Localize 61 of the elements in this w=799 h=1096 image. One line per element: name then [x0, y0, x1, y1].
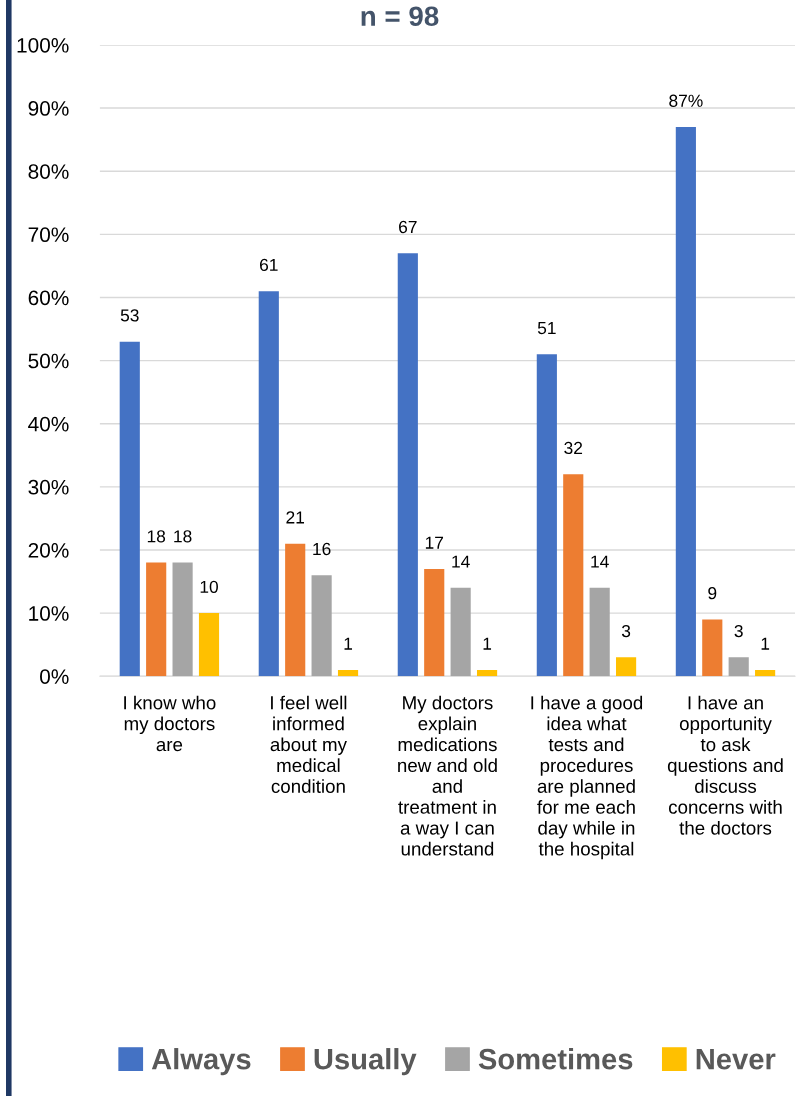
chart-title: n = 98	[361, 6, 439, 27]
bar	[397, 253, 418, 677]
bar	[119, 341, 140, 677]
bar	[198, 613, 220, 677]
bar	[589, 587, 610, 677]
data-label: 18	[174, 530, 192, 543]
bar	[536, 354, 557, 677]
bar	[337, 669, 359, 677]
data-label: 14	[591, 555, 609, 568]
bar	[258, 291, 279, 677]
bar	[450, 587, 471, 677]
data-label: 51	[537, 322, 556, 335]
bar	[563, 474, 584, 677]
bar	[675, 127, 696, 677]
bar	[476, 669, 498, 677]
data-label: 9	[708, 587, 717, 600]
data-label: 18	[147, 530, 166, 543]
legend-label: Never	[696, 1049, 776, 1070]
data-label: 17	[425, 536, 444, 549]
data-label: 1	[761, 637, 770, 650]
bar	[755, 669, 776, 677]
x-tick-label: I have a good idea what tests and procedures are planned for me each day while in the hospital	[531, 695, 643, 860]
y-tick-label: 40%	[28, 416, 69, 432]
data-label: 67	[399, 220, 417, 234]
data-label: 21	[286, 511, 305, 524]
x-tick-label: I feel well informed about my medical condition	[270, 695, 347, 793]
data-label: 1	[483, 637, 492, 650]
bar	[702, 619, 723, 677]
bar	[616, 657, 637, 677]
bar	[424, 568, 445, 677]
data-label: 3	[621, 624, 631, 638]
x-tick-label: I have an opportunity to ask questions and discuss concerns with the doctors	[667, 695, 783, 835]
legend-label: Usually	[314, 1048, 417, 1076]
y-tick-label: 90%	[28, 101, 69, 116]
legend-label: Always	[151, 1048, 251, 1076]
y-tick-label: 0%	[40, 669, 69, 684]
y-tick-label: 100%	[17, 37, 69, 53]
y-tick-label: 70%	[28, 227, 69, 243]
x-tick-label: I know who my doctors are	[124, 695, 216, 752]
data-label: 3	[734, 624, 743, 638]
data-label: 32	[564, 441, 583, 455]
y-tick-label: 80%	[28, 164, 69, 179]
data-label: 87%	[669, 94, 703, 107]
y-tick-label: 10%	[29, 606, 69, 621]
legend-label: Sometimes	[478, 1048, 633, 1070]
bar	[172, 562, 193, 677]
data-label: 61	[260, 258, 278, 272]
y-tick-label: 50%	[28, 353, 69, 369]
y-tick-label: 60%	[28, 290, 69, 306]
y-tick-label: 30%	[28, 479, 69, 495]
y-tick-label: 20%	[28, 542, 69, 558]
bar	[311, 575, 332, 677]
data-label: 16	[313, 542, 331, 556]
x-tick-label: My doctors explain medications new and old and treatment in a way I can understand	[398, 695, 497, 856]
bar	[285, 543, 306, 677]
data-label: 14	[452, 555, 470, 568]
data-label: 1	[344, 637, 353, 650]
bar	[728, 657, 749, 677]
data-label: 53	[120, 309, 139, 322]
data-label: 10	[200, 580, 218, 593]
bar	[146, 562, 167, 677]
